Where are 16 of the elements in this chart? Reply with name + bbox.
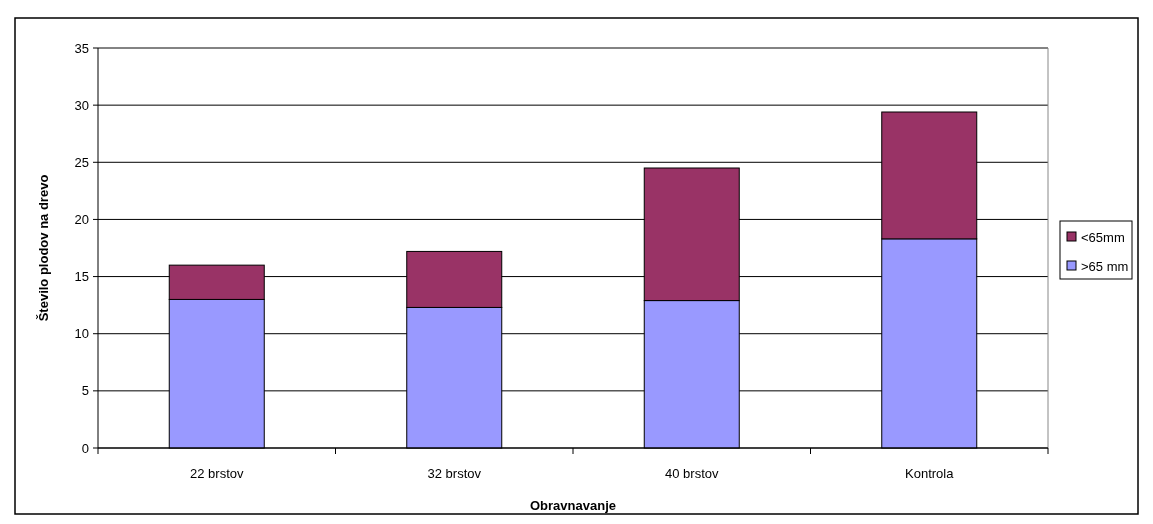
y-axis-title: Število plodov na drevo xyxy=(36,174,51,322)
legend-label: <65mm xyxy=(1081,229,1125,245)
y-tick-label: 25 xyxy=(74,154,89,170)
y-tick-label: 30 xyxy=(74,97,89,113)
y-tick-label: 20 xyxy=(74,211,89,227)
x-axis-title: Obravnavanje xyxy=(530,498,616,513)
x-tick-label: 22 brstov xyxy=(190,466,244,481)
y-tick-label: 35 xyxy=(74,40,89,56)
x-tick-label: Kontrola xyxy=(905,466,955,481)
y-tick-label: 10 xyxy=(74,326,89,342)
x-tick-label: 32 brstov xyxy=(427,466,482,481)
legend-label: >65 mm xyxy=(1081,258,1129,274)
y-tick-label: 0 xyxy=(81,440,89,456)
x-tick-label: 40 brstov xyxy=(665,466,719,481)
y-tick-label: 15 xyxy=(74,269,89,285)
y-tick-label: 5 xyxy=(81,383,89,399)
